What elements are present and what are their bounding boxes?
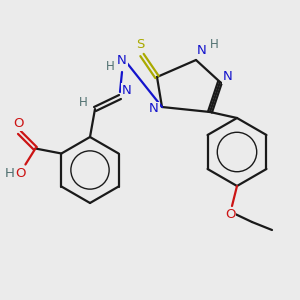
Text: O: O: [15, 167, 26, 180]
Text: N: N: [122, 83, 132, 97]
Text: H: H: [79, 97, 87, 110]
Text: N: N: [197, 44, 207, 58]
Text: N: N: [117, 53, 127, 67]
Text: H: H: [106, 61, 114, 74]
Text: O: O: [13, 117, 24, 130]
Text: O: O: [225, 208, 235, 221]
Text: H: H: [4, 167, 14, 180]
Text: H: H: [210, 38, 218, 50]
Text: N: N: [149, 103, 159, 116]
Text: N: N: [223, 70, 233, 83]
Text: S: S: [136, 38, 144, 52]
